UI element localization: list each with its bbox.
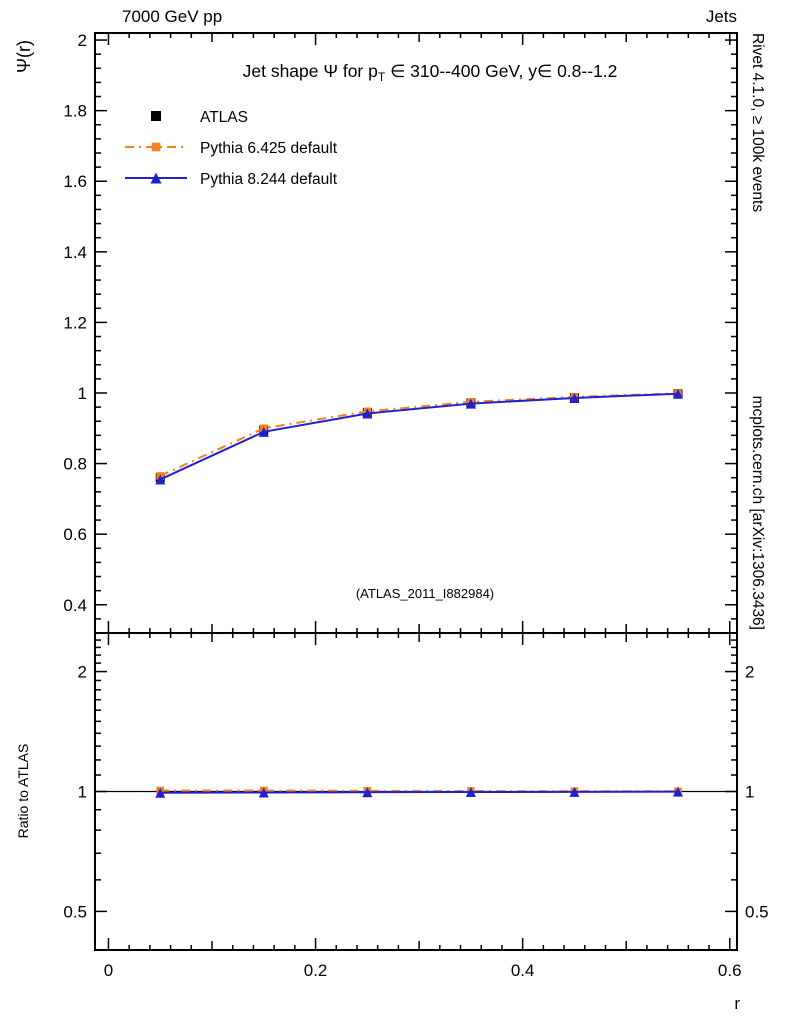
series-main-pythia-6-425-default [156, 389, 682, 480]
series-line [159, 392, 679, 477]
tick-label: 0.5 [63, 902, 87, 921]
tick-label: 0.8 [63, 455, 87, 474]
data-point-marker [155, 474, 166, 485]
data-point-marker [258, 787, 269, 798]
analysis-id-watermark: (ATLAS_2011_I882984) [356, 586, 494, 601]
legend-entry-pythia-6-425-default: Pythia 6.425 default [125, 140, 338, 157]
plot-title: Jet shape Ψ for pT ∈ 310--400 GeV, y∈ 0.… [243, 61, 618, 84]
series-ratio-pythia-8-244-default [155, 786, 683, 798]
tick-label: 1 [78, 783, 87, 802]
series-main-pythia-8-244-default [155, 388, 683, 485]
legend-entry-atlas: ATLAS [151, 109, 248, 126]
tick-label: 1 [745, 783, 754, 802]
tick-label: 2 [78, 663, 87, 682]
ratio-y-axis-title: Ratio to ATLAS [15, 744, 31, 839]
data-point-marker [155, 787, 166, 798]
tick-label: 0 [104, 961, 113, 980]
data-point-marker [465, 398, 476, 409]
header-beam-label: 7000 GeV pp [122, 7, 222, 26]
tick-label: 0.4 [511, 961, 535, 980]
tick-label: 1.2 [63, 313, 87, 332]
data-point-marker [362, 787, 373, 798]
tick-label: 0.5 [745, 902, 769, 921]
data-point-marker [569, 786, 580, 797]
tick-label: 0.4 [63, 596, 87, 615]
data-point-marker [672, 786, 683, 797]
plot-title-subscript: T [378, 70, 386, 84]
data-point-marker [151, 111, 161, 121]
tick-label: 1.6 [63, 172, 87, 191]
tick-label: 2 [78, 31, 87, 50]
axes-layer: 0 0.2 0.4 0.6 0.4 0.6 0.8 1 1.2 1.4 1.6 1.8 2 0.5 0.5 1… [63, 31, 768, 980]
data-point-marker [258, 426, 269, 437]
ratio-series-layer [155, 786, 683, 798]
tick-label: 2 [745, 663, 754, 682]
tick-label: 0.6 [63, 525, 87, 544]
series-line [159, 392, 679, 481]
data-point-marker [151, 142, 161, 152]
data-point-marker [150, 172, 162, 184]
data-point-marker [672, 388, 683, 399]
legend-entry-pythia-8-244-default: Pythia 8.244 default [125, 171, 338, 188]
header-analysis-label: Jets [706, 7, 737, 26]
legend-label: Pythia 6.425 default [200, 140, 338, 157]
rivet-version-label: Rivet 4.1.0, ≥ 100k events [749, 33, 766, 212]
plot-title-post: ∈ 310--400 GeV, y∈ 0.8--1.2 [385, 61, 617, 81]
data-point-marker [465, 787, 476, 798]
tick-label: 0.6 [718, 961, 742, 980]
x-axis-title: r [734, 994, 740, 1013]
tick-label: 1 [78, 384, 87, 403]
mcplots-arxiv-label: mcplots.cern.ch [arXiv:1306.3436] [749, 396, 766, 630]
main-panel-frame [94, 32, 738, 634]
data-point-marker [362, 408, 373, 419]
legend-label: ATLAS [200, 109, 248, 126]
plot-title-pre: Jet shape Ψ for p [243, 61, 378, 81]
main-series-layer [155, 388, 683, 485]
legend-label: Pythia 8.244 default [200, 171, 338, 188]
series-main-atlas [155, 389, 683, 483]
series-line [160, 789, 678, 793]
series-line [160, 790, 678, 794]
legend: ATLAS Pythia 6.425 default Pythia 8.244 de… [125, 109, 338, 188]
tick-label: 1.8 [63, 102, 87, 121]
tick-label: 0.2 [304, 961, 328, 980]
data-point-marker [569, 392, 580, 403]
tick-label: 1.4 [63, 243, 87, 262]
main-y-axis-title: Ψ(r) [14, 40, 34, 73]
